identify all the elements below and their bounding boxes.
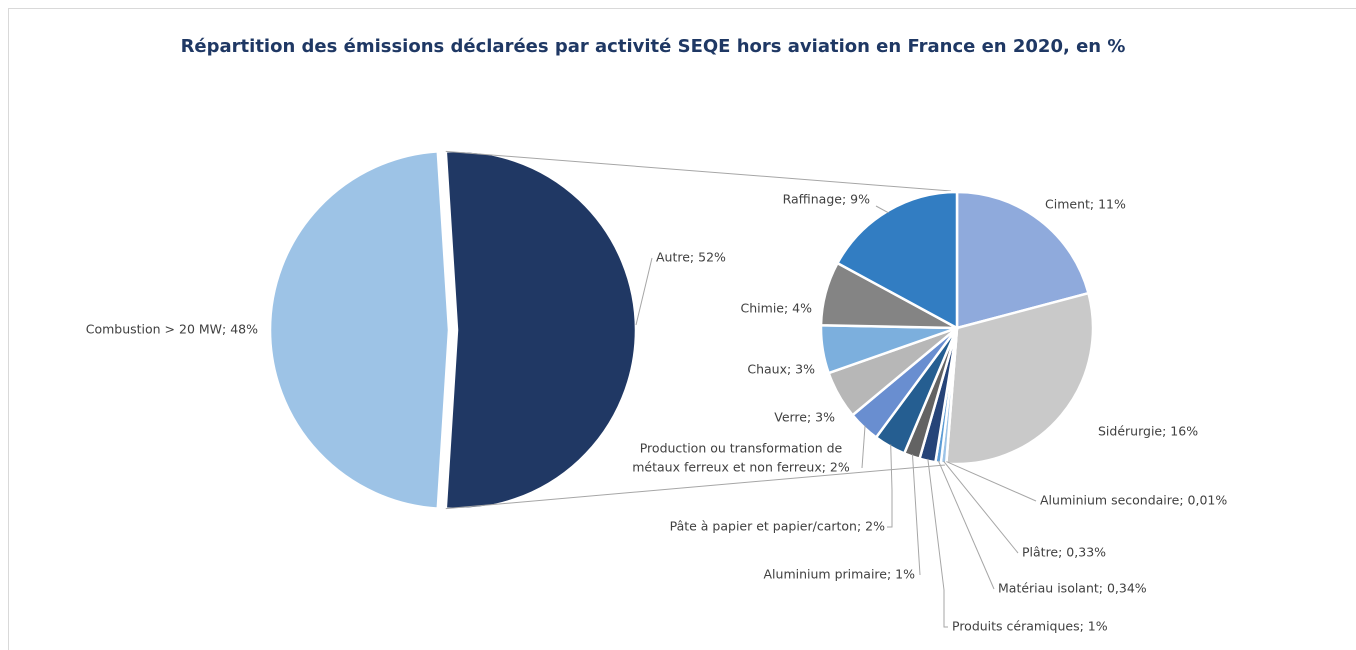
leader-line: [946, 461, 1037, 502]
frame: [8, 8, 1356, 650]
data-label: Produits céramiques; 1%: [952, 619, 1108, 634]
connector-line: [445, 464, 946, 510]
leader-line: [937, 460, 995, 590]
data-label: Pâte à papier et papier/carton; 2%: [670, 519, 886, 534]
leader-line: [875, 205, 889, 214]
data-label: Production ou transformation de métaux fe…: [632, 440, 850, 474]
data-label: Verre; 3%: [774, 410, 835, 425]
data-label: Plâtre; 0,33%: [1022, 545, 1106, 560]
data-label: Sidérurgie; 16%: [1098, 424, 1198, 439]
connector-line: [445, 150, 952, 192]
leader-line: [927, 458, 948, 628]
data-label: Chaux; 3%: [747, 362, 815, 377]
leader-line: [943, 461, 1019, 554]
pie-slice: [955, 190, 1090, 330]
data-label: Chimie; 4%: [741, 301, 813, 316]
data-label: Combustion > 20 MW; 48%: [86, 322, 258, 337]
pie-slice: [835, 190, 959, 331]
pie-slice: [268, 150, 451, 510]
leader-line: [911, 454, 921, 576]
data-label: Aluminium secondaire; 0,01%: [1040, 493, 1227, 508]
leader-line: [635, 257, 653, 326]
data-label: Autre; 52%: [656, 250, 726, 265]
chart-title: Répartition des émissions déclarées par …: [181, 36, 1126, 57]
pie-slice: [944, 291, 1095, 466]
data-label: Matériau isolant; 0,34%: [998, 581, 1147, 596]
leader-line: [861, 425, 866, 469]
leader-line: [887, 444, 893, 528]
pie-slice: [444, 149, 638, 511]
data-label: Aluminium primaire; 1%: [764, 567, 916, 582]
data-label: Ciment; 11%: [1045, 197, 1126, 212]
data-label: Raffinage; 9%: [783, 192, 871, 207]
